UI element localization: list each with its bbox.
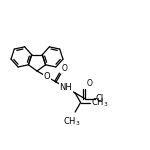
Text: O: O xyxy=(87,79,93,88)
Text: CH$_3$: CH$_3$ xyxy=(91,96,108,109)
Text: CH$_3$: CH$_3$ xyxy=(63,115,81,127)
Text: NH: NH xyxy=(59,83,72,92)
Text: Cl: Cl xyxy=(96,94,104,103)
Text: O: O xyxy=(43,72,50,81)
Text: O: O xyxy=(62,64,68,73)
